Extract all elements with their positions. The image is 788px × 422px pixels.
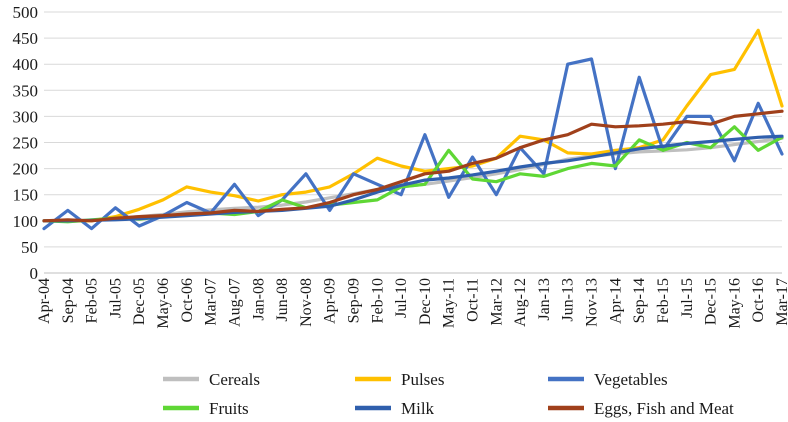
x-tick-label: Sep-04	[60, 278, 77, 323]
x-tick-label: Oct-06	[179, 278, 196, 322]
x-tick-label: Jul-10	[393, 278, 410, 318]
legend-label: Vegetables	[594, 370, 668, 389]
y-tick-label: 0	[30, 264, 39, 283]
y-tick-label: 500	[13, 3, 39, 22]
x-tick-label: Jun-13	[560, 278, 577, 322]
x-tick-label: Nov-13	[584, 278, 601, 327]
y-tick-label: 300	[13, 107, 39, 126]
y-tick-label: 450	[13, 29, 39, 48]
x-tick-label: Jul-15	[679, 278, 696, 318]
legend-label: Milk	[401, 399, 435, 418]
x-tick-label: Apr-04	[36, 278, 53, 324]
x-tick-label: Feb-10	[369, 278, 386, 323]
series-line-eggs-fish-and-meat	[42, 109, 784, 223]
series-lines	[42, 28, 784, 231]
y-tick-label: 150	[13, 186, 39, 205]
x-tick-label: Feb-15	[655, 278, 672, 323]
legend: Cereals Pulses Vegetables Fruits Milk Eggs, F…	[163, 370, 734, 418]
x-tick-label: Nov-08	[298, 278, 315, 327]
x-tick-label: Sep-14	[631, 278, 648, 323]
gridlines	[44, 11, 782, 274]
x-tick-label: May-11	[441, 278, 458, 328]
legend-label: Fruits	[209, 399, 249, 418]
y-tick-label: 400	[13, 55, 39, 74]
x-tick-label: Apr-14	[607, 278, 624, 324]
legend-label: Cereals	[209, 370, 260, 389]
y-tick-label: 350	[13, 81, 39, 100]
x-tick-label: May-06	[155, 278, 172, 329]
y-tick-label: 100	[13, 212, 39, 231]
x-tick-label: Oct-16	[750, 278, 767, 322]
x-tick-label: Jun-08	[274, 278, 291, 322]
x-tick-label: May-16	[726, 278, 743, 329]
x-tick-label: Mar-07	[203, 278, 220, 326]
x-tick-label: Mar-12	[488, 278, 505, 326]
series-line-cereals	[42, 136, 784, 223]
y-axis: 0 50 100 150 200 250 300 350 400 450 500	[13, 3, 39, 283]
x-tick-label: Mar-17	[774, 278, 788, 326]
series-line-pulses	[42, 28, 784, 223]
x-tick-label: Aug-07	[226, 278, 243, 327]
x-tick-label: Dec-05	[131, 278, 148, 325]
x-tick-label: Aug-12	[512, 278, 529, 327]
legend-label: Eggs, Fish and Meat	[594, 399, 734, 418]
x-tick-label: Jan-08	[250, 278, 267, 321]
x-tick-label: Jan-13	[536, 278, 553, 321]
y-tick-label: 200	[13, 160, 39, 179]
y-tick-label: 250	[13, 134, 39, 153]
x-tick-label: Dec-10	[417, 278, 434, 325]
x-tick-label: Dec-15	[703, 278, 720, 325]
x-tick-label: Sep-09	[345, 278, 362, 323]
x-tick-label: Oct-11	[465, 278, 482, 322]
y-tick-label: 50	[21, 238, 38, 257]
x-tick-label: Feb-05	[84, 278, 101, 323]
x-tick-label: Apr-09	[322, 278, 339, 324]
legend-label: Pulses	[401, 370, 444, 389]
x-tick-label: Jul-05	[107, 278, 124, 318]
series-line-vegetables	[42, 57, 784, 231]
x-axis: Apr-04 Sep-04 Feb-05 Jul-05 Dec-05 May-06 Oct-…	[36, 272, 788, 329]
